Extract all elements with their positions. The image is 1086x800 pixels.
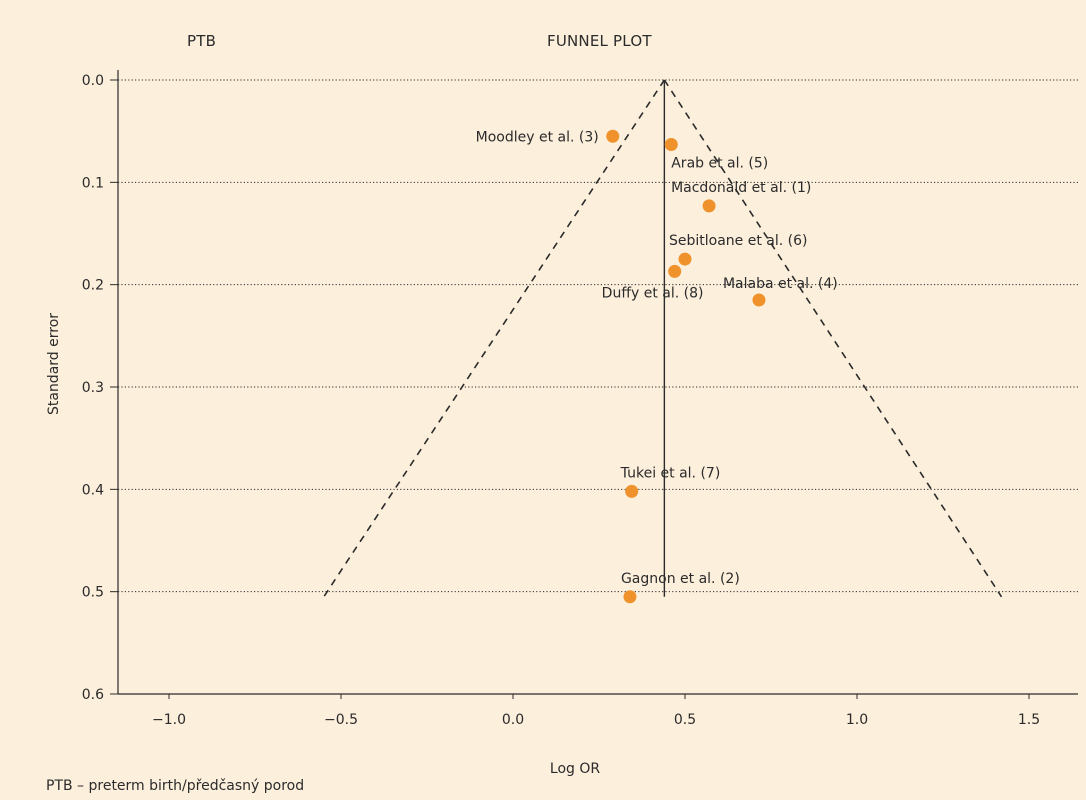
y-tick-label: 0.4 (82, 482, 104, 498)
study-label: Sebitloane et al. (6) (669, 233, 808, 249)
chart-title: FUNNEL PLOT (547, 32, 652, 50)
study-point (625, 484, 639, 498)
x-tick-label: −1.0 (152, 712, 186, 728)
y-tick-label: 0.1 (82, 175, 104, 191)
study-point (668, 264, 682, 278)
figure-tag: PTB (187, 32, 217, 50)
study-point (702, 199, 716, 213)
study-point (678, 252, 692, 266)
study-point (606, 129, 620, 143)
x-tick-label: 1.5 (1018, 712, 1040, 728)
y-tick-label: 0.5 (82, 585, 104, 601)
y-axis-title: Standard error (46, 313, 62, 415)
y-tick-label: 0.3 (82, 380, 104, 396)
study-label: Duffy et al. (8) (602, 285, 704, 301)
y-tick-label: 0.6 (82, 687, 104, 703)
study-label: Macdonald et al. (1) (671, 180, 811, 196)
x-tick-label: 0.5 (674, 712, 696, 728)
study-point (623, 590, 637, 604)
x-tick-label: 1.0 (846, 712, 868, 728)
study-label: Gagnon et al. (2) (621, 571, 740, 587)
x-tick-label: −0.5 (324, 712, 358, 728)
study-label: Tukei et al. (7) (620, 465, 721, 481)
study-label: Arab et al. (5) (671, 155, 768, 171)
x-tick-label: 0.0 (502, 712, 524, 728)
footnote: PTB – preterm birth/předčasný porod (46, 778, 305, 794)
x-axis-title: Log OR (550, 761, 600, 777)
y-tick-label: 0.2 (82, 278, 104, 294)
funnel-left-boundary (323, 79, 666, 598)
study-point (752, 293, 766, 307)
y-tick-label: 0.0 (82, 73, 104, 89)
study-point (664, 137, 678, 151)
study-label: Malaba et al. (4) (723, 276, 838, 292)
study-label: Moodley et al. (3) (476, 129, 599, 145)
